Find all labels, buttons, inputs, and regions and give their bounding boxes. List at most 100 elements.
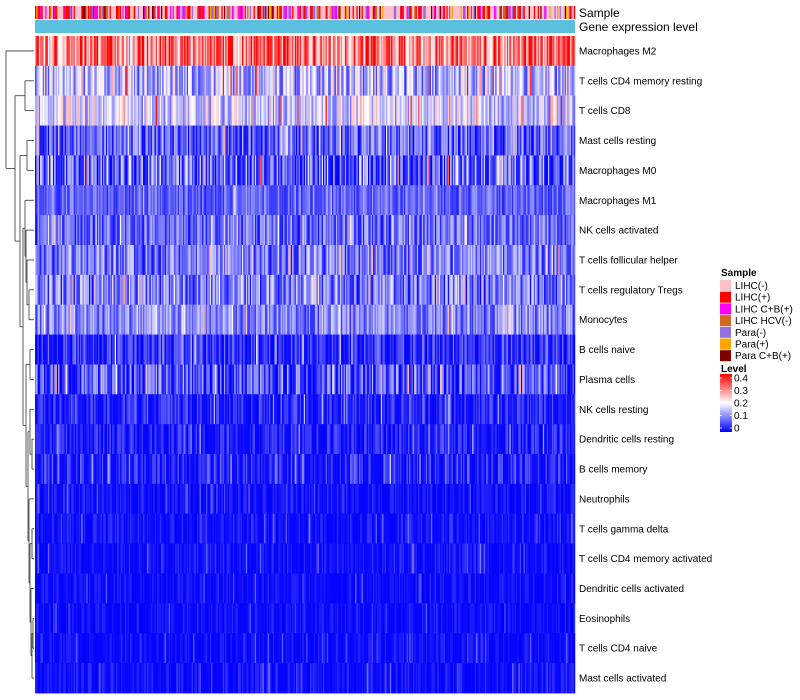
heatmap-cell [132,304,135,335]
heatmap-cell [218,65,221,97]
heatmap-cell [137,274,140,306]
heatmap-cell [540,95,542,126]
heatmap-cell [377,125,379,156]
heatmap-cell [323,95,325,126]
heatmap-cell [199,304,202,335]
heatmap-cell [122,65,124,97]
heatmap-cell [298,245,301,276]
heatmap-cell [220,155,222,186]
heatmap-cell [182,125,185,156]
heatmap-cell [224,36,226,67]
heatmap-cell [244,155,247,186]
heatmap-cell [271,274,274,306]
heatmap-cell [103,65,105,97]
sample-cell [239,6,241,19]
sample-cell [177,6,180,19]
heatmap-cell [416,215,419,246]
heatmap-cell [280,334,283,365]
heatmap-cell [391,125,393,156]
heatmap-cell [465,65,468,97]
heatmap-cell [391,155,393,186]
heatmap-cell [284,274,286,306]
heatmap-cell [91,36,94,67]
heatmap-cell [375,155,378,186]
heatmap-cell [197,185,199,216]
heatmap-cell [432,185,434,216]
heatmap-cell [245,36,248,67]
heatmap-cell [64,95,67,126]
heatmap-cell [209,185,212,216]
heatmap-cell [469,95,472,126]
heatmap-cell [505,95,508,126]
sample-cell [137,6,140,19]
heatmap-cell [486,304,488,335]
heatmap-cell [386,36,388,67]
heatmap-cell [82,65,85,97]
sample-cell [535,6,537,19]
heatmap-cell [134,245,136,276]
heatmap-cell [199,155,202,186]
heatmap-cell [188,36,190,67]
heatmap-cell [307,125,310,156]
heatmap-cell [476,155,478,186]
heatmap-cell [326,155,329,186]
heatmap-cell [559,95,562,126]
heatmap-cell [386,304,388,335]
heatmap-cell [182,215,185,246]
heatmap-cell [442,215,445,246]
heatmap-cell [418,36,420,67]
heatmap-cell [73,274,76,306]
heatmap-cell [104,155,106,186]
heatmap-cell [285,125,288,156]
heatmap-cell [365,65,367,97]
heatmap-cell [231,125,234,156]
heatmap-cell [478,304,481,335]
heatmap-cell [60,274,63,306]
sample-cell [245,6,248,19]
heatmap-cell [233,155,235,186]
heatmap-cell [50,215,52,246]
heatmap-cell [294,274,297,306]
heatmap-cell [329,334,331,365]
heatmap-cell [137,155,140,186]
heatmap-cell [101,185,104,216]
sample-cell [100,6,103,19]
sample-cell [348,6,351,19]
heatmap-cell [42,185,45,216]
heatmap-cell [440,245,442,276]
heatmap-cell [366,245,369,276]
heatmap-cell [558,155,560,186]
heatmap-cell [221,304,223,335]
heatmap-cell [128,36,131,67]
sample-cell [364,6,366,19]
heatmap-cell [152,304,154,335]
heatmap-cell [386,125,388,156]
heatmap-cell [105,215,108,246]
heatmap-cell [479,95,482,126]
heatmap-cell [217,95,220,126]
heatmap-cell [68,95,70,126]
heatmap-cell [505,65,508,97]
heatmap-cell [180,155,182,186]
sample-cell [571,6,573,19]
heatmap-cell [496,304,499,335]
heatmap-cell [136,155,139,186]
heatmap-cell [112,304,114,335]
heatmap-cell [401,304,403,335]
heatmap-cell [121,125,123,156]
heatmap-cell [199,65,202,97]
heatmap-cell [82,245,85,276]
heatmap-cell [429,36,432,67]
heatmap-cell [465,274,468,306]
heatmap-cell [316,304,319,335]
heatmap-cell [350,155,352,186]
heatmap-cell [266,65,268,97]
heatmap-cell [431,245,433,276]
heatmap-cell [541,125,544,156]
heatmap-cell [266,274,268,306]
heatmap-cell [153,304,155,335]
heatmap-cell [420,155,423,186]
heatmap-cell [328,155,330,186]
heatmap-cell [467,65,469,97]
heatmap-cell [465,245,468,276]
